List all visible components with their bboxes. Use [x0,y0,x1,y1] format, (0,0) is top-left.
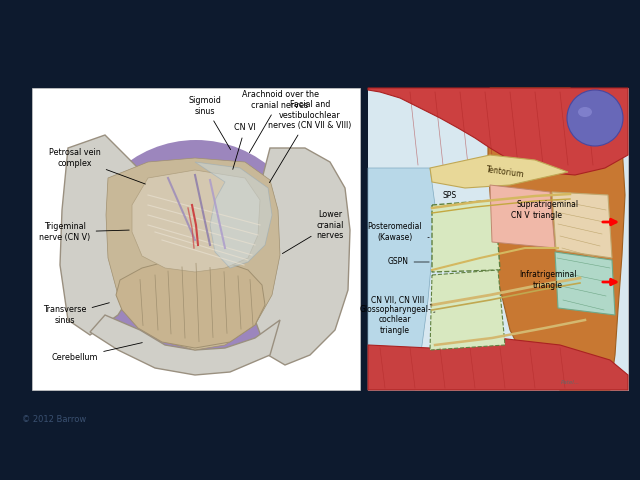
Text: Glossopharyngeal-
cochlear
triangle: Glossopharyngeal- cochlear triangle [359,305,435,335]
Text: Trigeminal
nerve (CN V): Trigeminal nerve (CN V) [40,222,129,242]
Text: Tentorium: Tentorium [485,165,525,179]
Circle shape [567,90,623,146]
Polygon shape [195,162,272,268]
Bar [32,88,360,390]
Text: CN VII, CN VIII: CN VII, CN VIII [371,296,432,305]
Text: Petrosal vein
complex: Petrosal vein complex [49,148,145,184]
Text: Cerebellum: Cerebellum [52,343,142,362]
Text: Posteromedial
(Kawase): Posteromedial (Kawase) [368,222,429,242]
Ellipse shape [81,140,311,370]
Text: Patel...: Patel... [561,380,579,384]
Polygon shape [555,252,615,315]
Polygon shape [368,88,628,175]
Polygon shape [60,135,152,335]
Polygon shape [430,155,568,188]
Text: Arachnoid over the
cranial nerves: Arachnoid over the cranial nerves [241,90,319,153]
Polygon shape [90,315,280,375]
Ellipse shape [113,160,257,330]
Polygon shape [488,88,625,390]
Text: Transverse
sinus: Transverse sinus [44,303,109,324]
Polygon shape [106,158,280,350]
Polygon shape [368,168,435,390]
Polygon shape [430,270,505,350]
Polygon shape [116,260,265,348]
Text: CN V: CN V [511,211,529,219]
Text: Sigmoid
sinus: Sigmoid sinus [189,96,230,150]
Polygon shape [368,338,628,390]
Text: © 2012 Barrow: © 2012 Barrow [22,416,86,424]
Polygon shape [368,88,628,390]
Polygon shape [490,185,555,248]
Bar [368,88,628,390]
Polygon shape [552,192,612,258]
Text: Infratrigeminal
triangle: Infratrigeminal triangle [519,270,577,290]
Text: Supratrigeminal
triangle: Supratrigeminal triangle [517,200,579,220]
Text: CN VI: CN VI [233,123,256,169]
Ellipse shape [578,107,592,117]
Polygon shape [132,170,260,272]
Polygon shape [255,148,350,365]
Text: Facial and
vestibulochlear
nerves (CN VII & VIII): Facial and vestibulochlear nerves (CN VI… [268,100,352,182]
Text: Lower
cranial
nerves: Lower cranial nerves [282,210,344,253]
Text: GSPN: GSPN [387,257,429,266]
Text: SPS: SPS [443,192,457,201]
Polygon shape [432,200,500,272]
